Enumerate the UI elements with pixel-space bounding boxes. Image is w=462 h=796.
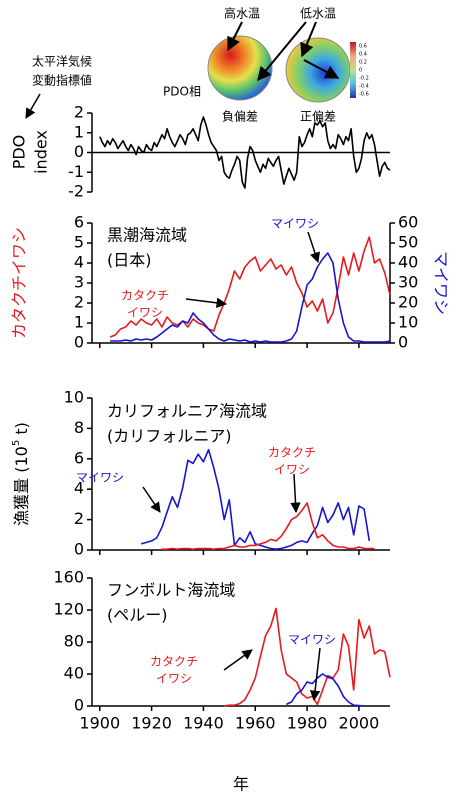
phase-label: PDO相 <box>163 85 201 99</box>
series-annotation: イワシ <box>156 672 192 686</box>
y-tick-label: 2 <box>74 293 84 312</box>
annotation-arrow <box>308 232 318 262</box>
warm-label: 高水温 <box>224 6 260 21</box>
annotation-arrow <box>314 648 320 700</box>
annotation-arrow <box>186 299 226 304</box>
y-axis-label: PDO <box>10 135 29 170</box>
y-axis-label: カタクチイワシ <box>10 227 29 339</box>
y-tick-label: 1 <box>74 122 84 141</box>
x-tick-label: 1900 <box>79 714 120 733</box>
colorbar-tick-label: -0.4 <box>359 84 369 90</box>
y-tick-label: 4 <box>74 253 84 272</box>
annotation-arrow <box>224 650 252 670</box>
y-tick-label: 6 <box>74 213 84 232</box>
y-tick-label: 2 <box>74 103 84 122</box>
y-tick-label: 0 <box>74 540 84 559</box>
y-tick-label: 3 <box>74 273 84 292</box>
x-tick-label: 1960 <box>235 714 276 733</box>
y-label-main: 漁獲量 (10 <box>12 446 31 526</box>
x-tick-label: 1980 <box>287 714 328 733</box>
x-tick-label: 2000 <box>339 714 380 733</box>
y2-tick-label: 30 <box>398 273 418 292</box>
annotation-arrow <box>26 94 40 118</box>
annotation: 変動指標値 <box>32 73 92 88</box>
x-tick-label: 1920 <box>131 714 172 733</box>
colorbar-tick-label: 0.2 <box>359 60 367 66</box>
y-axis-label: index <box>32 130 51 174</box>
y-axis-label: 漁獲量 (105 t) <box>11 422 31 526</box>
y-tick-label: -1 <box>68 162 84 181</box>
colorbar-tick-label: -0.2 <box>359 76 369 82</box>
cold-label: 低水温 <box>300 7 336 21</box>
colorbar <box>350 42 356 98</box>
data-line <box>224 608 390 706</box>
y-tick-label: 5 <box>74 233 84 252</box>
y2-tick-label: 60 <box>398 213 418 232</box>
pdo-maps: 高水温 低水温 PDO相 負偏差 正偏差 <box>163 6 356 124</box>
panel-title: (ペルー) <box>107 606 168 625</box>
panel-title: カリフォルニア海流域 <box>107 402 267 421</box>
positive-label: 正偏差 <box>300 109 336 124</box>
y2-tick-label: 20 <box>398 293 418 312</box>
page: {"inset": {"labels": {"warm": "高水温", "co… <box>0 0 462 796</box>
colorbar-tick-label: 0 <box>359 68 362 74</box>
data-line <box>141 450 369 550</box>
y-tick-label: 10 <box>64 388 84 407</box>
colorbar-tick-label: 0.4 <box>359 52 367 58</box>
y-tick-label: 6 <box>74 448 84 467</box>
colorbar-tick-label: 0.6 <box>359 44 367 50</box>
y-tick-label: 0 <box>74 142 84 161</box>
colorbar-tick-label: -0.6 <box>359 92 369 98</box>
x-tick-label: 1940 <box>183 714 224 733</box>
annotation-arrow <box>143 487 160 512</box>
map-negative-phase <box>208 36 272 100</box>
series-annotation: マイワシ <box>288 633 336 647</box>
y-tick-label: 40 <box>64 664 84 683</box>
chart: 高水温 低水温 PDO相 負偏差 正偏差 0.6 0.4 0.2 0 -0.2 -0.4 -… <box>0 0 462 796</box>
y-tick-label: 2 <box>74 509 84 528</box>
panel-title: 黒潮海流域 <box>107 226 187 245</box>
x-axis-label: 年 <box>233 775 249 794</box>
y-tick-label: 120 <box>53 600 84 619</box>
series-annotation: カタクチ <box>268 446 316 460</box>
data-line <box>110 237 390 337</box>
y2-axis-label: マイワシ <box>432 251 451 315</box>
series-annotation: イワシ <box>127 306 163 320</box>
y-tick-label: 0 <box>74 333 84 352</box>
y2-tick-label: 0 <box>398 333 408 352</box>
y-tick-label: 160 <box>53 568 84 587</box>
y-label-end: t) <box>12 422 31 440</box>
series-annotation: カタクチ <box>121 289 169 303</box>
map-positive-phase <box>286 38 350 102</box>
series-annotation: カタクチ <box>150 655 198 669</box>
y-tick-label: -2 <box>68 182 84 201</box>
negative-label: 負偏差 <box>222 109 258 124</box>
annotation-arrow <box>294 474 296 512</box>
y-tick-label: 1 <box>74 313 84 332</box>
y-tick-label: 8 <box>74 418 84 437</box>
y2-tick-label: 10 <box>398 313 418 332</box>
y-tick-label: 80 <box>64 632 84 651</box>
panel-title: (日本) <box>107 251 152 270</box>
y2-tick-label: 40 <box>398 253 418 272</box>
panel-title: (カリフォルニア) <box>107 427 232 446</box>
panel-title: フンボルト海流域 <box>107 581 235 600</box>
y-tick-label: 0 <box>74 696 84 715</box>
series-annotation: マイワシ <box>271 217 319 231</box>
y2-tick-label: 50 <box>398 233 418 252</box>
series-annotation: イワシ <box>274 463 310 477</box>
data-line <box>162 503 375 549</box>
annotation: 太平洋気候 <box>32 54 92 69</box>
series-annotation: マイワシ <box>76 471 124 485</box>
